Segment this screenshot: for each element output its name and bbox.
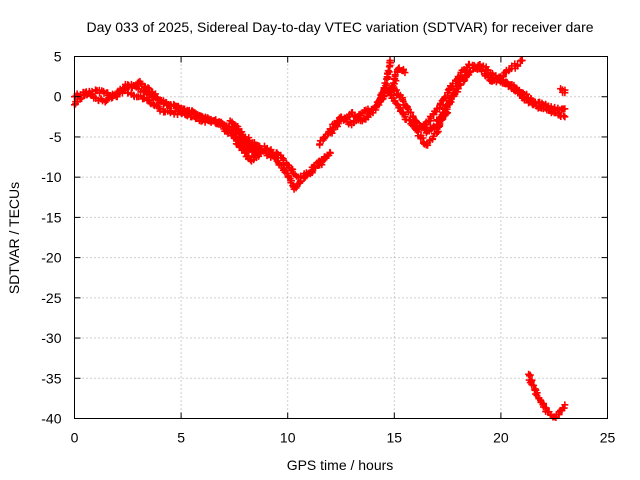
data-series-trace-7 xyxy=(316,57,394,149)
x-tick-label: 25 xyxy=(600,430,616,446)
data-point xyxy=(401,69,409,77)
chart-title: Day 033 of 2025, Sidereal Day-to-day VTE… xyxy=(86,19,593,35)
data-point xyxy=(392,99,400,107)
data-point xyxy=(530,381,538,389)
data-point xyxy=(384,67,392,75)
data-point xyxy=(160,97,168,105)
data-point xyxy=(289,165,297,173)
x-tick-label: 20 xyxy=(493,430,509,446)
data-series-trace-15 xyxy=(525,370,569,421)
y-tick-label: -25 xyxy=(41,290,61,306)
plot-frame xyxy=(74,56,608,419)
data-series-trace-5 xyxy=(226,117,334,182)
data-series-trace-13 xyxy=(486,56,526,85)
y-axis-label: SDTVAR / TECUs xyxy=(6,182,22,294)
data-point xyxy=(256,149,264,157)
data-point xyxy=(561,105,569,113)
y-tick-label: -30 xyxy=(41,330,61,346)
data-layer xyxy=(71,56,569,421)
data-point xyxy=(375,98,383,106)
data-point xyxy=(306,168,314,176)
data-point xyxy=(500,72,508,80)
data-point xyxy=(386,57,394,65)
data-point xyxy=(174,111,182,119)
y-tick-label: -5 xyxy=(49,129,62,145)
data-series-trace-10 xyxy=(385,64,409,97)
y-tick-label: -10 xyxy=(41,169,61,185)
data-point xyxy=(532,390,540,398)
data-point xyxy=(440,109,448,117)
data-point xyxy=(466,68,474,76)
x-tick-label: 5 xyxy=(177,430,185,446)
data-point xyxy=(234,139,242,147)
data-point xyxy=(561,113,569,121)
data-series-trace-8 xyxy=(326,84,452,137)
data-point xyxy=(110,91,118,99)
y-tick-label: 0 xyxy=(54,89,62,105)
data-series-trace-4 xyxy=(220,125,330,193)
data-point xyxy=(403,104,411,112)
data-point xyxy=(238,128,246,136)
y-tick-label: -20 xyxy=(41,250,61,266)
data-point xyxy=(182,111,190,119)
data-series-trace-6 xyxy=(232,137,264,165)
x-axis-label: GPS time / hours xyxy=(287,457,394,473)
y-tick-label: -35 xyxy=(41,370,61,386)
data-point xyxy=(184,112,192,120)
data-series-trace-14 xyxy=(557,85,569,97)
data-point xyxy=(144,84,152,92)
data-point xyxy=(561,89,569,97)
axis-ticks: 0 5 10 15 20 25 5 0 -5 -10 -15 -20 -25 -30 -35 -40 xyxy=(41,49,615,446)
data-point xyxy=(560,112,568,120)
data-point xyxy=(407,108,415,116)
data-point xyxy=(326,149,334,157)
data-point xyxy=(561,401,569,409)
y-tick-label: 5 xyxy=(54,49,62,65)
data-point xyxy=(137,79,145,87)
x-tick-label: 10 xyxy=(280,430,296,446)
data-point xyxy=(437,113,445,121)
grid xyxy=(74,56,608,419)
data-point xyxy=(514,61,522,69)
y-tick-label: -15 xyxy=(41,209,61,225)
data-point xyxy=(518,57,526,65)
x-tick-label: 0 xyxy=(71,430,79,446)
y-tick-label: -40 xyxy=(41,411,61,427)
x-tick-label: 15 xyxy=(387,430,403,446)
